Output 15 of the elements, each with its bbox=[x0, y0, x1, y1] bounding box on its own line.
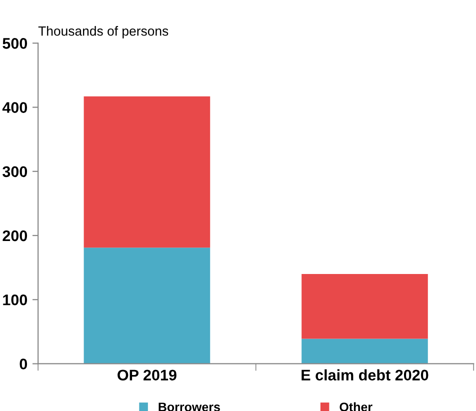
y-axis-title: Thousands of persons bbox=[38, 26, 168, 38]
x-tick-label: OP 2019 bbox=[118, 370, 176, 381]
y-tick-label: 400 bbox=[2, 102, 28, 113]
y-tick-label: 300 bbox=[2, 166, 28, 178]
x-tick-label: E claim debt 2020 bbox=[302, 369, 428, 381]
y-tick-label: 100 bbox=[3, 294, 28, 306]
y-tick-label: 200 bbox=[2, 230, 28, 242]
bar bbox=[84, 248, 210, 364]
y-tick-label: 500 bbox=[2, 38, 28, 49]
bar bbox=[302, 274, 428, 339]
legend-label: Other bbox=[340, 402, 372, 411]
bar bbox=[84, 96, 210, 248]
y-tick-label: 0 bbox=[20, 358, 28, 370]
bar bbox=[302, 338, 428, 364]
legend-label: Borrowers bbox=[158, 402, 220, 411]
